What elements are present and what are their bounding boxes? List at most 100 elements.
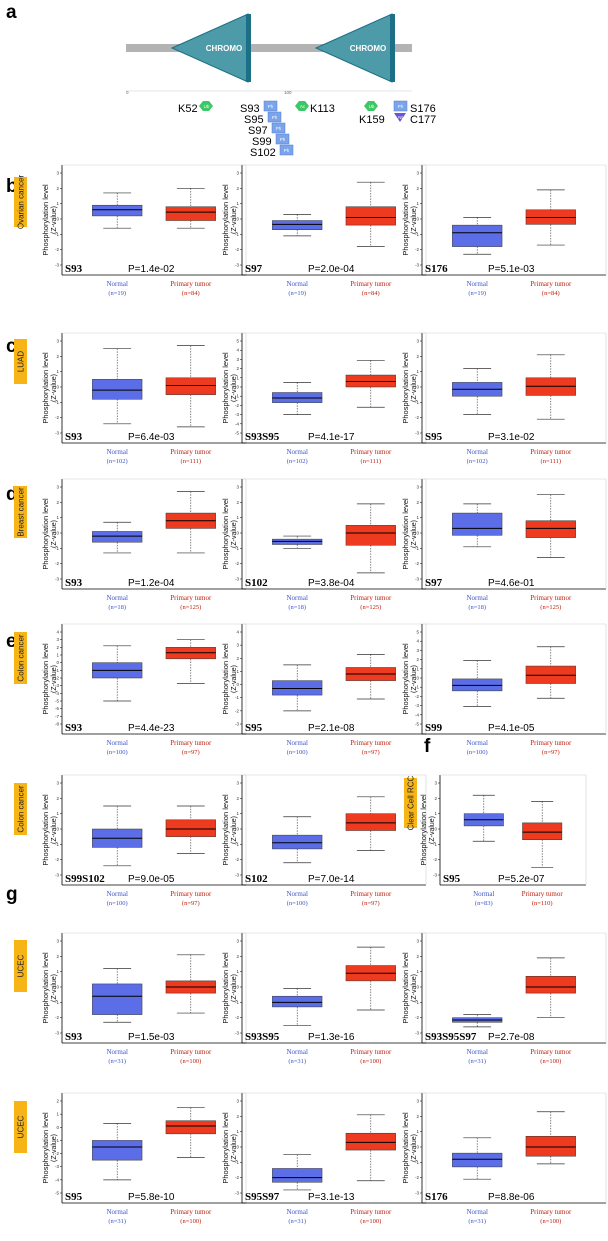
y-tick-label: 2 <box>236 500 239 505</box>
site-label: K159 <box>359 114 385 126</box>
y-tick-label: -1 <box>235 1000 239 1005</box>
cancer-label-g2: UCEC <box>14 1101 27 1153</box>
p-value-label: P=1.3e-16 <box>308 1032 355 1043</box>
y-axis-label: Phosphorylation level <box>41 794 50 866</box>
y-tick-label: -2 <box>235 857 239 862</box>
iqr-box <box>92 204 143 217</box>
y-axis-label: Phosphorylation level <box>41 498 50 570</box>
tumor-box <box>165 345 216 428</box>
y-tick-label: 0 <box>416 531 419 536</box>
y-tick-label: -1 <box>55 1138 59 1143</box>
y-tick-label: 0 <box>56 385 59 390</box>
normal-box <box>272 382 323 415</box>
y-tick-label: -3 <box>55 1164 59 1169</box>
y-tick-label: -2 <box>235 1015 239 1020</box>
y-tick-label: 3 <box>416 339 419 344</box>
y-tick-label: 1 <box>236 669 239 674</box>
y-tick-label: 1 <box>56 811 59 816</box>
site-s102: Ph S102 <box>250 144 294 159</box>
y-tick-label: 1 <box>416 369 419 374</box>
normal-group-label: Normal <box>107 739 128 747</box>
tumor-group-label: Primary tumor <box>350 448 392 456</box>
domain-schematic: a CHROMO CHROMO 0 100 Ub K52 Ph S93 Ph S95 Ph S… <box>6 2 436 159</box>
y-tick-label: -1 <box>415 232 419 237</box>
y-tick-label: 2 <box>236 186 239 191</box>
y-tick-label: -1 <box>235 232 239 237</box>
tumor-box <box>525 646 576 699</box>
normal-n-label: (n=100) <box>107 749 128 756</box>
y-tick-label: 3 <box>236 939 239 944</box>
tumor-n-label: (n=97) <box>182 749 200 756</box>
p-value-label: P=3.1e-02 <box>488 432 535 443</box>
site-label: S102 <box>245 873 268 885</box>
y-tick-label: 1 <box>416 969 419 974</box>
site-k113: Ac K113 <box>295 101 335 115</box>
y-tick-label: 1 <box>56 369 59 374</box>
tumor-box <box>525 1111 576 1165</box>
cancer-label-text: Breast cancer <box>17 487 26 537</box>
normal-box <box>272 664 323 712</box>
ub-badge-icon <box>364 101 378 111</box>
protein-backbone <box>126 44 412 52</box>
y-tick-label: 3 <box>236 171 239 176</box>
tumor-box <box>345 1114 396 1182</box>
site-s97: Ph S97 <box>248 122 286 137</box>
normal-box <box>452 503 503 548</box>
cancer-label-g1: UCEC <box>14 940 27 992</box>
tumor-n-label: (n=100) <box>360 1058 381 1065</box>
site-k52: Ub K52 <box>178 101 213 115</box>
site-label: S102 <box>245 577 268 589</box>
y-tick-label: -2 <box>55 1015 59 1020</box>
normal-group-label: Normal <box>467 280 488 288</box>
y-tick-label: -2 <box>415 561 419 566</box>
y-tick-label: -2 <box>55 247 59 252</box>
iqr-box <box>272 1168 323 1183</box>
site-label: S93 <box>65 263 83 275</box>
iqr-box <box>345 1132 396 1151</box>
cancer-label-d: Breast cancer <box>14 486 27 538</box>
ac-badge-icon <box>295 101 309 111</box>
y-tick-label: 2 <box>416 1114 419 1119</box>
y-axis-label: Phosphorylation level <box>401 643 410 715</box>
panel-letter: g <box>6 884 18 905</box>
tumor-group-label: Primary tumor <box>350 280 392 288</box>
y-tick-label: 1 <box>434 811 437 816</box>
ph-badge-icon <box>263 100 278 112</box>
y-tick-label: -3 <box>415 431 419 436</box>
y-axis-label: Phosphorylation level <box>41 643 50 715</box>
tumor-group-label: Primary tumor <box>350 1208 392 1216</box>
normal-group-label: Normal <box>287 448 308 456</box>
p-value-label: P=2.1e-08 <box>308 723 355 734</box>
y-tick-label: 1 <box>56 1112 59 1117</box>
site-label: S176 <box>425 1191 448 1203</box>
y-tick-label: 2 <box>416 954 419 959</box>
y-tick-label: -3 <box>415 577 419 582</box>
y-tick-label: 0 <box>236 531 239 536</box>
ph-badge-icon <box>393 100 408 112</box>
y-tick-label: 0 <box>416 217 419 222</box>
site-label: S176 <box>425 263 448 275</box>
tumor-box <box>165 491 216 554</box>
y-tick-label: -3 <box>235 412 239 417</box>
normal-n-label: (n=83) <box>475 900 493 907</box>
p-value-label: P=6.4e-03 <box>128 432 175 443</box>
normal-n-label: (n=18) <box>288 604 306 611</box>
p-value-label: P=9.0e-05 <box>128 874 175 885</box>
cancer-label-bg <box>14 632 27 684</box>
y-tick-label: 2 <box>56 954 59 959</box>
normal-box <box>272 816 323 864</box>
site-mod-label: Ph <box>272 115 278 120</box>
iqr-box <box>92 379 143 400</box>
tumor-box <box>525 494 576 558</box>
y-axis-label-unit: (Z-value) <box>231 520 238 548</box>
y-tick-label: 0 <box>236 827 239 832</box>
ph-badge-icon <box>279 144 294 156</box>
normal-n-label: (n=19) <box>108 290 126 297</box>
y-tick-label: 1 <box>236 375 239 380</box>
tumor-box <box>525 189 576 246</box>
y-tick-label: -5 <box>415 722 419 727</box>
y-tick-label: -3 <box>415 1031 419 1036</box>
